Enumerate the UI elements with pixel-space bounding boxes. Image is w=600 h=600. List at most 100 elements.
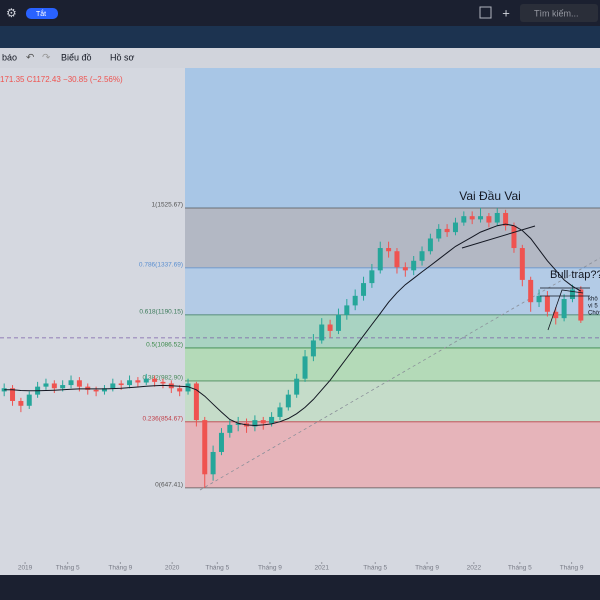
candle-body [327,324,333,331]
candle-body [185,383,191,392]
candle-body [411,260,417,271]
candle-body [436,228,442,239]
candle-body [143,378,149,383]
candle-body [26,394,32,406]
candle-body [127,380,133,386]
candle-body [561,299,567,319]
fib-label: 0.786(1337.69) [139,262,183,269]
candle-body [461,216,467,223]
candle-body [578,289,584,321]
candle-body [402,267,408,271]
search-text: Tìm kiếm... [534,8,579,18]
candle-body [553,311,559,319]
candle-body [202,420,208,475]
header-band [0,26,600,48]
fib-label: 0.382(982.90) [143,375,183,382]
candle-body [486,216,492,223]
x-tick-label: Tháng 5 [56,565,80,572]
fib-zone [185,207,600,268]
settings-icon[interactable]: ⚙ [6,6,17,20]
moving-average [4,223,582,427]
candle-body [118,383,124,386]
candle-body [177,388,183,392]
candle-body [452,222,458,233]
fib-zone [185,380,600,422]
x-tick-label: 2019 [18,565,33,572]
fib-group: 1(1525.67) 0.786(1337.69) 0.618(1190.15) 0.… [139,68,600,489]
layout-icon[interactable] [479,6,492,19]
candle-body [260,420,266,424]
candle-body [494,212,500,223]
candle-body [85,386,91,390]
candle-body [93,389,99,392]
x-tick-label: Tháng 9 [415,565,439,572]
candle-body [344,305,350,315]
annotation: Vai Đầu Vai [459,189,521,203]
topbar [0,0,600,26]
fib-label: 0.236(854.67) [143,416,183,423]
candle-body [252,420,258,427]
candle-body [210,451,216,475]
annotation: Bull trap?? [550,269,600,281]
candle-body [302,356,308,379]
profile-menu[interactable]: Hồ sơ [110,52,135,62]
x-tick-label: 2020 [165,565,180,572]
candle-body [352,295,358,306]
candle-body [444,228,450,233]
annotation: khô [588,297,598,303]
candle-body [76,380,82,387]
candle-body [1,388,7,392]
fib-label: 0.5(1086.52) [146,342,183,349]
candle-body [277,407,283,417]
toolbar [0,48,600,68]
x-tick-label: Tháng 9 [108,565,132,572]
search-box[interactable] [520,4,598,22]
candle-body [68,380,74,386]
redo[interactable]: ↷ [42,53,51,64]
candle-body [193,383,199,421]
x-tick-label: 2022 [467,565,482,572]
undo[interactable]: ↶ [26,53,34,64]
candle-body [285,394,291,408]
candle-body [478,216,484,220]
fib-label: 0.618(1190.15) [139,309,183,316]
bottombar [0,575,600,600]
candle-body [60,385,66,389]
candle-body [160,381,166,384]
candle-body [386,248,392,252]
candle-body [269,416,275,424]
candle-body [569,289,575,300]
candle-body [218,432,224,452]
candle-body [519,248,525,280]
candle-body [511,225,517,249]
candle-body [235,423,241,425]
candle-body [536,295,542,303]
candle-body [101,388,107,392]
x-tick-label: Tháng 5 [205,565,229,572]
chart-menu[interactable]: Biểu đồ [61,52,92,62]
neckline [461,225,536,249]
toggle[interactable] [26,8,58,19]
candle-body [227,424,233,433]
candle-body [544,295,550,312]
x-tick-label: 2021 [315,565,330,572]
fib-label: 1(1525.67) [152,202,183,209]
trend-line [199,257,600,491]
candle-body [294,378,300,395]
candle-body [319,324,325,341]
candle-body [18,400,24,406]
toolbar-left[interactable]: báo [2,52,17,62]
candle-body [469,216,475,220]
x-tick-label: Tháng 9 [560,565,584,572]
add-icon[interactable]: + [502,5,510,20]
candle-body [394,251,400,268]
x-tick-label: Tháng 5 [508,565,532,572]
candle-body [310,340,316,357]
candle-body [377,248,383,271]
candle-body [43,383,49,387]
fib-zone [185,267,600,315]
candle-body [528,279,534,303]
